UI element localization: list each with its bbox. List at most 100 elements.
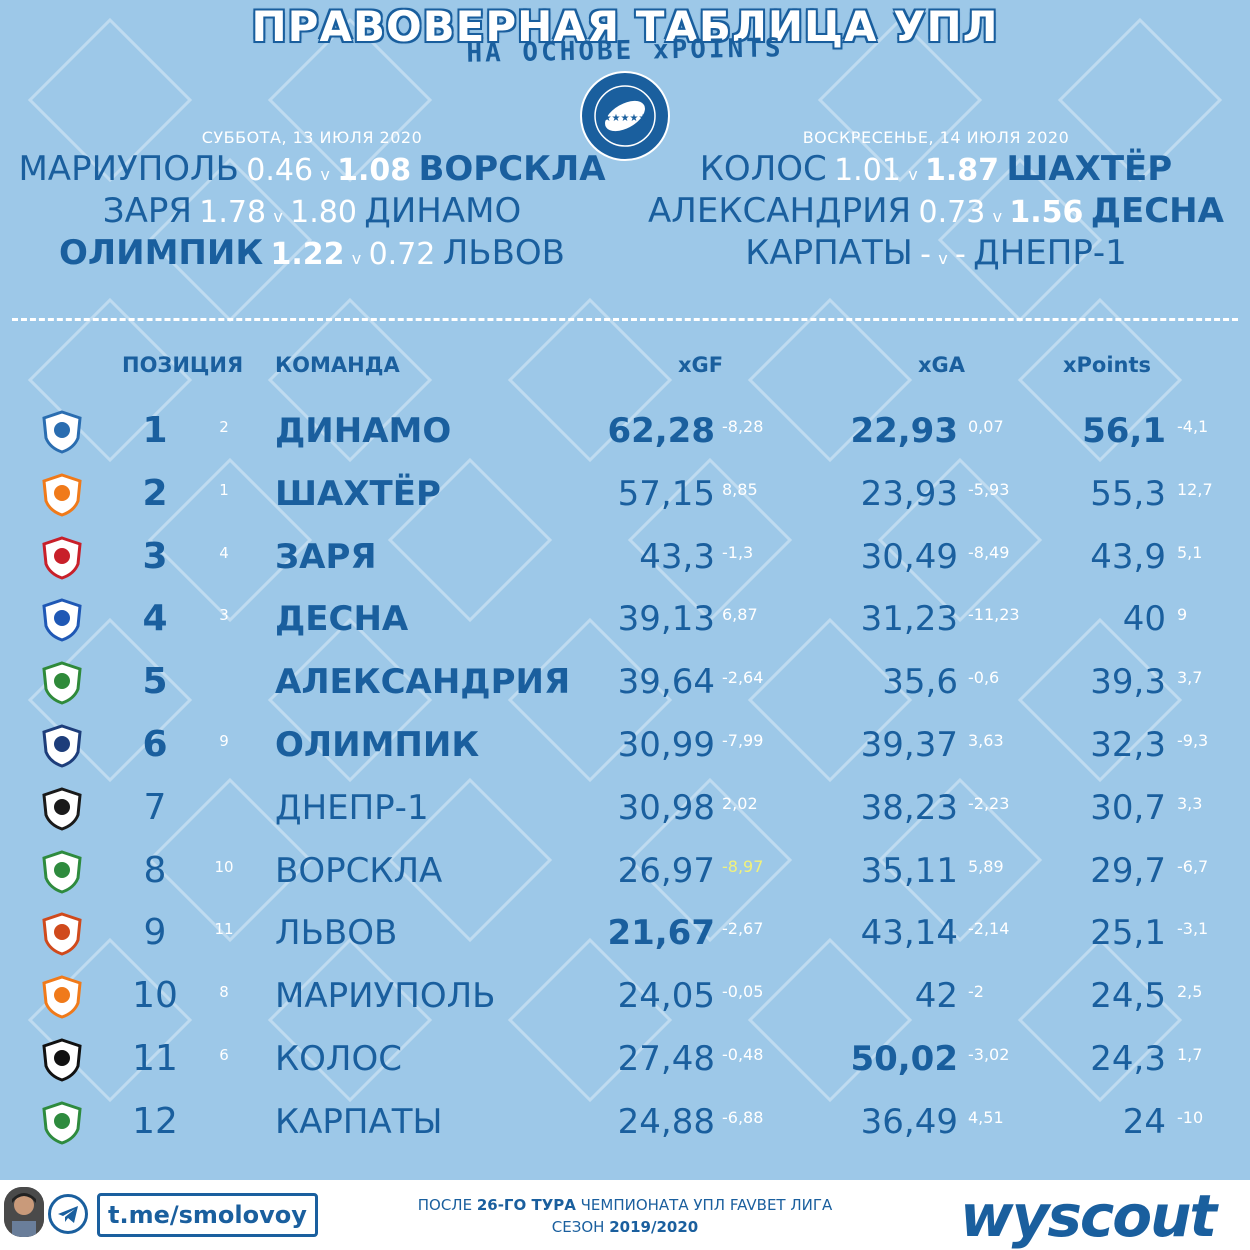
footer-line-1-post: ЧЕМПИОНАТА УПЛ FAVBET ЛИГА [575,1196,833,1214]
xga-value: 39,37 [860,725,958,765]
table-row: 10 8 МАРИУПОЛЬ 24,05 -0,05 42 -2 24,5 2,5 [0,965,1250,1027]
previous-position: 11 [214,920,234,939]
xga-delta: 5,89 [968,856,1004,876]
xgf-value: 21,67 [607,913,715,954]
xga-value: 31,23 [860,599,958,640]
team-name: АЛЕКСАНДРИЯ [275,662,571,703]
xga-value: 42 [914,976,958,1017]
footer-line-1-pre: ПОСЛЕ [417,1196,477,1214]
xpoints-delta: 3,7 [1177,668,1203,688]
away-team: ШАХТЁР [1006,149,1173,189]
team-name: ВОРСКЛА [275,850,443,891]
xga-delta: -8,49 [968,542,1010,562]
team-crest-icon [42,975,82,1019]
xpoints-value: 25,1 [1090,913,1166,954]
away-xg: 1.87 [924,153,999,188]
table-row: 4 3 ДЕСНА 39,13 6,87 31,23 -11,23 40 9 [0,588,1250,650]
team-name: МАРИУПОЛЬ [275,976,496,1017]
xga-value: 50,02 [850,1039,958,1079]
versus: v [992,207,1003,226]
xpoints-delta: 2,5 [1177,982,1203,1002]
match-row: АЛЕКСАНДРИЯ 0.73 v 1.56 ДЕСНА [636,193,1236,235]
xpoints-delta: -10 [1177,1107,1204,1127]
xga-delta: -0,6 [968,668,1000,688]
xpoints-delta: -6,7 [1177,856,1209,876]
position: 3 [142,535,168,577]
xga-delta: -3,02 [968,1045,1010,1064]
xga-value: 35,11 [860,850,958,891]
xgf-delta: -1,3 [722,542,754,562]
home-team: АЛЕКСАНДРИЯ [648,191,912,231]
xga-delta: 3,63 [968,731,1004,750]
xpoints-delta: 12,7 [1177,479,1213,499]
previous-position: 8 [219,983,229,1002]
position: 1 [142,410,168,451]
team-crest-icon [42,473,82,517]
home-xg: 1.22 [270,237,345,272]
xga-delta: -2,14 [968,919,1010,939]
telegram-link[interactable]: t.me/smolovoy [97,1193,318,1237]
team-name: ОЛИМПИК [275,725,480,765]
telegram-icon[interactable] [48,1194,88,1234]
position: 4 [142,598,168,640]
xga-value: 30,49 [860,536,958,577]
table-row: 2 1 ШАХТЁР 57,15 8,85 23,93 -5,93 55,3 12,7 [0,463,1250,525]
xga-value: 36,49 [860,1101,958,1142]
xpoints-value: 24,5 [1090,976,1166,1017]
team-crest-icon [42,536,82,580]
header-xpoints: xPoints [1063,353,1152,377]
xgf-value: 30,99 [617,725,715,765]
xga-value: 43,14 [860,913,958,954]
match-row: МАРИУПОЛЬ 0.46 v 1.08 ВОРСКЛА [12,151,612,193]
versus: v [273,207,283,226]
xgf-value: 30,98 [617,787,715,828]
home-xg: 0.46 [246,153,314,188]
team-name: КОЛОС [275,1039,402,1079]
xgf-delta: -8,97 [722,856,764,876]
home-team: МАРИУПОЛЬ [18,149,239,189]
home-team: ЗАРЯ [102,191,192,231]
table-row: 7 ДНЕПР-1 30,98 2,02 38,23 -2,23 30,7 3,3 [0,777,1250,839]
xgf-value: 24,88 [617,1101,715,1142]
day-label: ВОСКРЕСЕНЬЕ, 14 ИЮЛЯ 2020 [802,128,1070,147]
team-crest-icon [42,787,82,831]
table-row: 5 АЛЕКСАНДРИЯ 39,64 -2,64 35,6 -0,6 39,3 3,7 [0,651,1250,713]
page-title: ПРАВОВЕРНАЯ ТАБЛИЦА УПЛ [251,2,999,51]
xga-delta: -11,23 [968,605,1020,625]
xgf-value: 39,13 [617,599,715,640]
position: 5 [142,661,168,703]
xpoints-value: 29,7 [1090,850,1166,891]
team-crest-icon [42,410,82,454]
xpoints-value: 40 [1122,599,1166,640]
footer-line-1-bold: 26-ГО ТУРА [476,1196,576,1214]
away-team: ДЕСНА [1090,191,1224,231]
footer-line-2-pre: СЕЗОН [551,1218,610,1236]
versus: v [908,165,918,184]
xpoints-value: 24,3 [1090,1039,1166,1079]
table-row: 1 2 ДИНАМО 62,28 -8,28 22,93 0,07 56,1 -4,1 [0,400,1250,462]
team-crest-icon [42,724,82,768]
xpoints-delta: 1,7 [1177,1045,1203,1064]
away-xg: 0.72 [368,237,436,272]
versus: v [320,165,330,184]
team-name: ДИНАМО [275,411,452,451]
table-row: 9 11 ЛЬВОВ 21,67 -2,67 43,14 -2,14 25,1 -3,1 [0,902,1250,964]
team-crest-icon [42,1038,82,1082]
xgf-value: 24,05 [617,976,715,1017]
xga-value: 38,23 [860,787,958,828]
header-team: КОМАНДА [275,353,400,377]
xpoints-delta: -3,1 [1177,919,1209,939]
xgf-value: 62,28 [607,411,715,451]
day-label: СУББОТА, 13 ИЮЛЯ 2020 [201,128,423,147]
versus: v [351,249,362,268]
previous-position: 6 [219,1046,229,1064]
xgf-delta: 8,85 [722,479,758,499]
away-xg: 1.56 [1009,195,1084,230]
table-row: 8 10 ВОРСКЛА 26,97 -8,97 35,11 5,89 29,7 -6,7 [0,840,1250,902]
background-pattern [27,17,1223,1103]
home-xg: - [920,237,931,272]
away-team: ДИНАМО [364,191,522,231]
header-position: ПОЗИЦИЯ [122,353,244,377]
team-name: ЛЬВОВ [275,913,398,954]
xgf-value: 57,15 [617,473,715,514]
